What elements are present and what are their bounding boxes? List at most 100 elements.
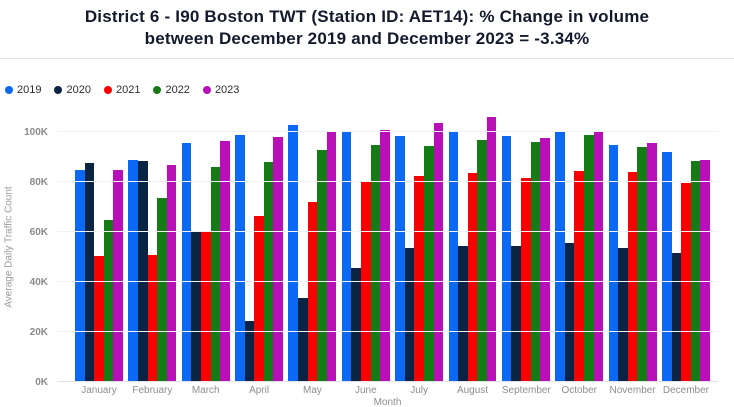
bar-2019-july[interactable]	[395, 135, 405, 382]
bar-2020-january[interactable]	[84, 163, 95, 382]
bar-2020-february[interactable]	[137, 160, 148, 382]
x-tick-label-august: August	[456, 385, 489, 396]
bar-2020-march[interactable]	[191, 230, 201, 382]
bar-2022-january[interactable]	[103, 219, 114, 382]
bar-2022-october[interactable]	[584, 134, 594, 382]
bar-2019-december[interactable]	[661, 152, 672, 382]
legend-item-2020[interactable]: 2020	[54, 84, 91, 96]
gridline-20K	[57, 331, 718, 332]
bar-2019-june[interactable]	[341, 130, 352, 382]
bar-group-july	[395, 112, 444, 382]
bar-2023-december[interactable]	[700, 159, 710, 382]
legend-dot-icon	[103, 86, 112, 94]
x-tick-label-february: February	[132, 385, 173, 396]
legend-label: 2023	[214, 84, 240, 96]
bar-2019-october[interactable]	[555, 130, 565, 382]
bar-2022-august[interactable]	[477, 139, 487, 382]
bar-2020-july[interactable]	[404, 248, 415, 382]
gridline-80K	[57, 181, 718, 182]
bar-2023-september[interactable]	[540, 138, 550, 382]
bar-2019-september[interactable]	[501, 135, 512, 382]
bar-group-august	[448, 112, 497, 382]
y-tick-label-100K: 100K	[24, 127, 48, 138]
chart-header: District 6 - I90 Boston TWT (Station ID:…	[0, 0, 734, 59]
gridline-0K	[57, 381, 718, 382]
bar-2021-july[interactable]	[414, 175, 424, 382]
x-tick-label-october: October	[561, 385, 598, 396]
x-axis-labels: January February March April May June July Augu…	[75, 385, 718, 396]
bar-2023-november[interactable]	[646, 143, 657, 382]
y-tick-label-0K: 0K	[35, 377, 48, 388]
legend-item-2022[interactable]: 2022	[153, 84, 190, 96]
bar-2021-august[interactable]	[467, 173, 478, 382]
bar-2022-june[interactable]	[370, 144, 381, 382]
gridline-100K	[57, 131, 718, 132]
bar-2019-april[interactable]	[235, 134, 245, 382]
bar-2022-september[interactable]	[530, 142, 541, 382]
bar-2021-april[interactable]	[254, 215, 264, 382]
bar-group-may	[288, 112, 337, 382]
bar-2020-april[interactable]	[244, 320, 255, 382]
bar-2021-february[interactable]	[147, 254, 158, 382]
bar-group-february	[128, 112, 177, 382]
x-tick-label-july: July	[410, 385, 429, 396]
gridline-60K	[57, 231, 718, 232]
x-tick-label-april: April	[249, 385, 270, 396]
bar-2020-november[interactable]	[618, 248, 628, 382]
x-tick-label-december: December	[662, 385, 710, 396]
legend-dot-icon	[202, 86, 211, 94]
y-axis-title: Average Daily Traffic Count	[3, 186, 15, 308]
bar-2022-february[interactable]	[157, 198, 167, 382]
bar-2019-november[interactable]	[608, 144, 619, 382]
x-tick-label-september: September	[501, 385, 551, 396]
bar-2020-june[interactable]	[351, 268, 361, 382]
bar-2021-september[interactable]	[521, 178, 531, 382]
bar-2021-october[interactable]	[574, 170, 585, 382]
bar-2023-july[interactable]	[433, 123, 444, 382]
legend-item-2019[interactable]: 2019	[5, 84, 41, 96]
bar-2022-november[interactable]	[637, 147, 647, 382]
bar-2022-april[interactable]	[263, 162, 274, 382]
bar-2022-march[interactable]	[210, 167, 221, 382]
x-tick-label-november: November	[609, 385, 656, 396]
legend-label: 2020	[66, 84, 91, 96]
bar-2019-march[interactable]	[181, 143, 192, 382]
bar-group-october	[555, 112, 604, 382]
bar-2019-may[interactable]	[288, 124, 299, 382]
bar-2019-january[interactable]	[75, 169, 85, 382]
bar-2023-may[interactable]	[326, 130, 337, 382]
bar-group-november	[608, 112, 657, 382]
bar-2023-march[interactable]	[220, 140, 230, 382]
bar-2023-october[interactable]	[593, 132, 604, 382]
chart-area: Average Daily Traffic Count 0K 20K 40K 60K 8…	[0, 112, 734, 407]
bar-2021-december[interactable]	[681, 183, 691, 382]
bar-2023-january[interactable]	[113, 169, 123, 382]
chart-title-line2: between December 2019 and December 2023 …	[144, 29, 590, 48]
bar-2023-february[interactable]	[166, 164, 177, 382]
legend-item-2023[interactable]: 2023	[202, 84, 240, 96]
bar-2021-may[interactable]	[307, 202, 318, 382]
y-tick-label-20K: 20K	[29, 327, 48, 338]
bar-2021-march[interactable]	[200, 232, 211, 382]
bar-2020-may[interactable]	[298, 298, 308, 382]
bar-2020-october[interactable]	[564, 243, 575, 382]
x-tick-label-january: January	[81, 385, 117, 396]
bar-2023-august[interactable]	[486, 117, 497, 382]
bar-group-april	[235, 112, 284, 382]
bar-2023-april[interactable]	[273, 137, 284, 382]
bar-2019-august[interactable]	[448, 130, 459, 382]
bar-group-september	[501, 112, 550, 382]
bar-2022-december[interactable]	[690, 160, 701, 382]
bar-2021-january[interactable]	[94, 255, 104, 382]
bar-2022-july[interactable]	[423, 145, 434, 382]
bar-2020-august[interactable]	[458, 245, 468, 382]
bar-2020-september[interactable]	[511, 245, 522, 382]
gridline-40K	[57, 281, 718, 282]
bar-2023-june[interactable]	[380, 129, 390, 382]
bar-2021-november[interactable]	[627, 172, 638, 382]
bar-2020-december[interactable]	[671, 253, 682, 382]
bar-2019-february[interactable]	[128, 159, 138, 382]
legend-item-2021[interactable]: 2021	[103, 84, 140, 96]
plot-area: Average Daily Traffic Count 0K 20K 40K 60K 8…	[4, 112, 718, 388]
bar-2022-may[interactable]	[317, 149, 327, 382]
